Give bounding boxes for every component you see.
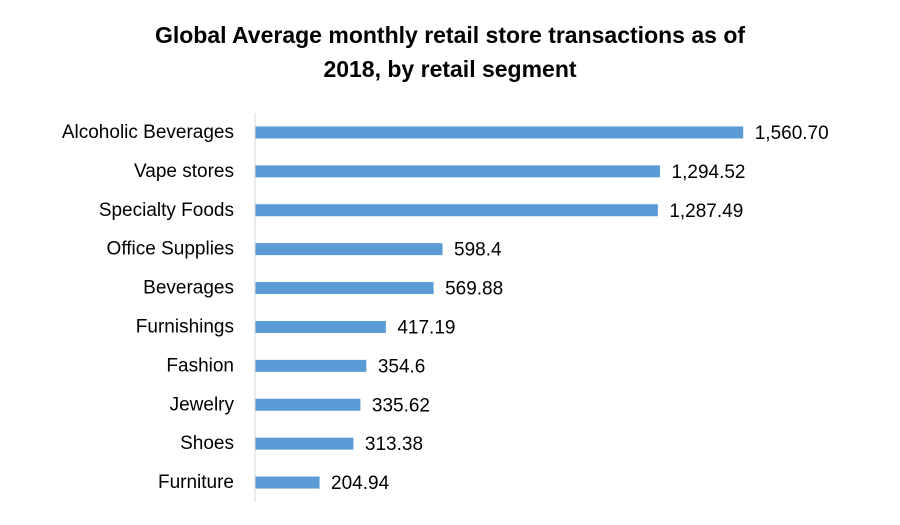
value-label: 1,287.49	[669, 201, 743, 222]
category-label: Fashion	[166, 355, 234, 376]
value-label: 569.88	[445, 279, 503, 300]
bar	[255, 320, 386, 333]
bar	[255, 282, 434, 295]
value-label: 1,294.52	[672, 162, 746, 183]
bar	[255, 204, 658, 217]
bar	[255, 437, 354, 450]
category-label: Furnishings	[136, 316, 234, 337]
bar	[255, 398, 361, 411]
category-label: Shoes	[180, 433, 234, 454]
category-label: Furniture	[158, 472, 234, 493]
bar	[255, 359, 367, 372]
bar	[255, 243, 443, 256]
category-label: Office Supplies	[107, 239, 234, 260]
category-label: Alcoholic Beverages	[62, 122, 234, 143]
value-label: 335.62	[372, 395, 430, 416]
value-label: 417.19	[397, 317, 455, 338]
category-label: Beverages	[143, 278, 234, 299]
category-label: Jewelry	[170, 394, 235, 415]
category-label: Vape stores	[134, 161, 234, 182]
chart-title-line-2: 2018, by retail segment	[323, 56, 577, 82]
category-label: Specialty Foods	[99, 200, 234, 221]
value-label: 1,560.70	[755, 123, 829, 144]
value-label: 598.4	[454, 240, 502, 261]
value-label: 354.6	[378, 356, 426, 377]
value-label: 313.38	[365, 434, 423, 455]
bar	[255, 165, 661, 178]
value-label: 204.94	[331, 473, 390, 494]
bar	[255, 126, 744, 139]
chart-title: Global Average monthly retail store tran…	[0, 18, 900, 86]
chart-title-line-1: Global Average monthly retail store tran…	[154, 22, 746, 48]
bar	[255, 476, 320, 489]
